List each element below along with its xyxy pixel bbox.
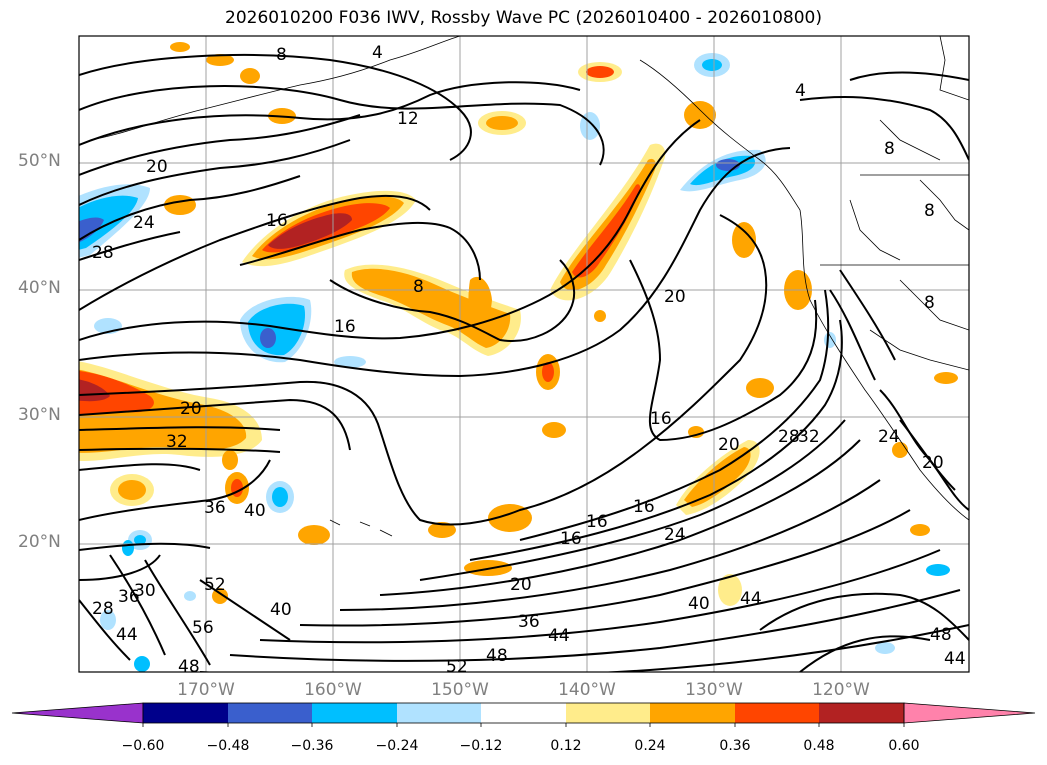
contour-label: 36 [204, 498, 226, 518]
colorbar-tick-label: 0.60 [888, 738, 920, 754]
colorbar-outline [142, 702, 905, 724]
contour-label: 16 [560, 529, 582, 549]
colorbar-tick-label: −0.12 [459, 738, 503, 754]
colorbar-segment [397, 703, 481, 723]
contour-label: 16 [334, 317, 356, 337]
contour-label: 24 [664, 525, 686, 545]
contour-label: 12 [397, 109, 419, 129]
contour-label: 44 [116, 625, 138, 645]
colorbar-segment [228, 703, 312, 723]
contour-label: 32 [798, 427, 820, 447]
contour-label: 36 [518, 612, 540, 632]
lat-label-20n: 20°N [18, 532, 61, 552]
contour-label: 4 [372, 43, 383, 63]
contour-label: 28 [778, 427, 800, 447]
contour-label: 40 [244, 501, 266, 521]
iwv-contours [79, 54, 969, 672]
contour-label: 52 [446, 657, 468, 677]
lon-label-170w: 170°W [177, 680, 235, 700]
lat-label-30n: 30°N [18, 405, 61, 425]
lon-label-150w: 150°W [431, 680, 489, 700]
colorbar-segment [566, 703, 650, 723]
contour-label: 20 [922, 453, 944, 473]
contour-label: 44 [548, 626, 570, 646]
contour-label: 16 [586, 512, 608, 532]
contour-label: 48 [486, 646, 508, 666]
colorbar-tick-label: 0.12 [550, 738, 582, 754]
contour-label: 48 [930, 625, 952, 645]
contour-label: 28 [92, 243, 114, 263]
contour-label: 20 [146, 157, 168, 177]
colorbar [11, 702, 1036, 727]
contour-label: 52 [204, 575, 226, 595]
colorbar-segment [735, 703, 819, 723]
map-title: 2026010200 F036 IWV, Rossby Wave PC (202… [225, 8, 822, 28]
contour-label: 8 [276, 45, 287, 65]
contour-label: 4 [795, 81, 806, 101]
contour-label: 8 [884, 139, 895, 159]
colorbar-tick-label: −0.24 [375, 738, 419, 754]
contour-label: 56 [192, 618, 214, 638]
contour-label: 40 [270, 600, 292, 620]
contour-label: 30 [134, 581, 156, 601]
colorbar-tick-label: 0.36 [719, 738, 751, 754]
contour-label: 8 [413, 277, 424, 297]
positive-anomaly-shading [79, 42, 958, 606]
lon-label-160w: 160°W [304, 680, 362, 700]
colorbar-segment [143, 703, 228, 723]
colorbar-tick-label: 0.24 [634, 738, 666, 754]
contour-label: 20 [718, 435, 740, 455]
colorbar-tick-label: −0.48 [206, 738, 250, 754]
contour-labels: 8 4 4 12 20 24 28 16 8 16 20 20 32 20 16… [92, 43, 966, 677]
lat-label-50n: 50°N [18, 151, 61, 171]
contour-label: 44 [944, 649, 966, 669]
contour-label: 32 [166, 432, 188, 452]
contour-label: 16 [266, 211, 288, 231]
contour-label: 24 [878, 427, 900, 447]
colorbar-extend-high [903, 702, 1036, 724]
contour-label: 36 [118, 587, 140, 607]
colorbar-segment [819, 703, 904, 723]
contour-label: 40 [688, 594, 710, 614]
contour-label: 16 [650, 409, 672, 429]
colorbar-tick-label: −0.36 [290, 738, 334, 754]
colorbar-segment [481, 703, 566, 723]
contour-label: 16 [633, 497, 655, 517]
contour-label: 20 [664, 287, 686, 307]
colorbar-segment [312, 703, 397, 723]
contour-label: 44 [740, 589, 762, 609]
lat-label-40n: 40°N [18, 278, 61, 298]
lon-label-130w: 130°W [685, 680, 743, 700]
contour-label: 20 [180, 399, 202, 419]
contour-label: 8 [924, 293, 935, 313]
contour-label: 24 [133, 213, 155, 233]
contour-label: 8 [924, 201, 935, 221]
colorbar-extend-low [11, 702, 144, 724]
map-frame [78, 35, 970, 673]
contour-label: 48 [178, 657, 200, 677]
colorbar-segment [650, 703, 735, 723]
contour-label: 28 [92, 599, 114, 619]
contour-label: 20 [510, 575, 532, 595]
lon-label-120w: 120°W [812, 680, 870, 700]
lon-label-140w: 140°W [558, 680, 616, 700]
colorbar-tick-label: 0.48 [803, 738, 835, 754]
colorbar-tick-label: −0.60 [121, 738, 165, 754]
